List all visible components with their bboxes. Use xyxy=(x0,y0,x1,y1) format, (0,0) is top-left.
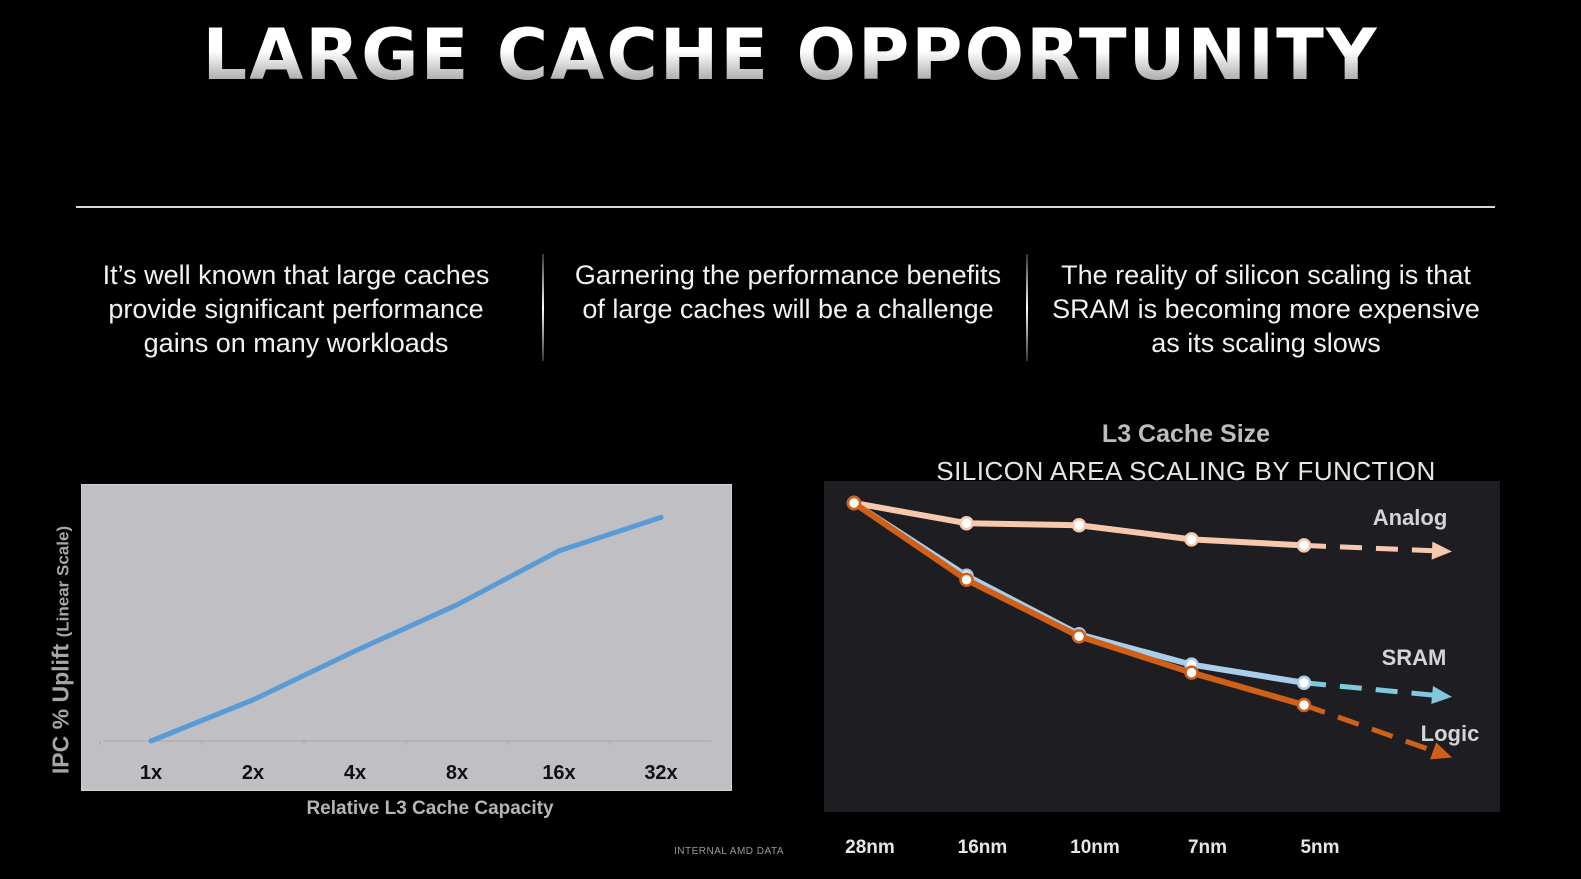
ipc-data-point xyxy=(250,697,256,703)
ipc-x-tick-label: 2x xyxy=(242,762,264,784)
scaling-chart-title: L3 Cache Size xyxy=(1101,420,1271,448)
analog-projection-line xyxy=(1303,542,1439,554)
column-divider-2 xyxy=(1026,254,1028,361)
ipc-x-tick-label: 4x xyxy=(344,762,366,784)
scaling-x-tick-label: 7nm xyxy=(1188,837,1227,858)
analog-projection-arrow xyxy=(1431,541,1452,560)
column-text-3: The reality of silicon scaling is that S… xyxy=(1052,260,1480,358)
ipc-x-tick-label: 32x xyxy=(644,762,677,784)
analog-data-point xyxy=(1296,538,1312,553)
page-title: LARGE CACHE OPPORTUNITY xyxy=(0,14,1581,96)
column-text-2: Garnering the performance benefits of la… xyxy=(574,260,1002,324)
scaling-x-tick-label: 28nm xyxy=(845,837,895,858)
ipc-x-tick-label: 8x xyxy=(446,762,468,784)
ipc-x-tick-label: 1x xyxy=(140,762,162,784)
footnote: INTERNAL AMD DATA xyxy=(674,846,784,857)
logic-series-label: Logic xyxy=(1421,721,1480,746)
ipc-data-point xyxy=(352,648,358,654)
logic-data-point xyxy=(1184,665,1199,680)
logic-data-point xyxy=(959,572,974,588)
ipc-data-point xyxy=(454,602,460,608)
column-divider-1 xyxy=(542,254,544,361)
column-text-1: It’s well known that large caches provid… xyxy=(102,260,490,358)
ipc-data-point xyxy=(658,514,664,520)
logic-data-point xyxy=(1296,697,1312,713)
ipc-chart-panel xyxy=(81,484,732,791)
sram-projection-line xyxy=(1303,680,1439,699)
ipc-data-point xyxy=(148,738,154,744)
title-divider xyxy=(76,206,1495,208)
analog-data-point xyxy=(1071,517,1087,533)
ipc-series-line xyxy=(148,514,664,744)
analog-data-point xyxy=(1184,532,1199,547)
logic-projection-line xyxy=(1303,702,1440,756)
logic-projection-arrow xyxy=(1430,742,1452,760)
ipc-y-axis-label: IPC % Uplift (Linear Scale) xyxy=(48,526,75,774)
ipc-x-tick-label: 16x xyxy=(542,762,575,784)
area-scaling-chart: Analog SRAM Logic 28nm 16nm 10nm 7nm 5nm xyxy=(845,495,1480,858)
scaling-x-tick-label: 10nm xyxy=(1070,837,1120,858)
ipc-y-axis-label-note: (Linear Scale) xyxy=(53,525,73,638)
analog-series-label: Analog xyxy=(1373,505,1448,530)
ipc-uplift-chart: 1x 2x 4x 8x 16x 32x xyxy=(99,514,711,784)
logic-data-point xyxy=(1071,629,1087,644)
logic-data-point xyxy=(846,495,862,511)
ipc-data-point xyxy=(556,548,562,554)
ipc-y-axis-label-main: IPC % Uplift xyxy=(47,643,74,775)
sram-series-label: SRAM xyxy=(1382,645,1447,670)
scaling-x-tick-label: 16nm xyxy=(958,837,1008,858)
ipc-x-axis-label: Relative L3 Cache Capacity xyxy=(306,798,554,819)
sram-projection-arrow xyxy=(1431,686,1452,704)
analog-data-point xyxy=(959,515,974,531)
sram-data-point xyxy=(1296,675,1312,691)
scaling-x-tick-label: 5nm xyxy=(1300,837,1339,858)
